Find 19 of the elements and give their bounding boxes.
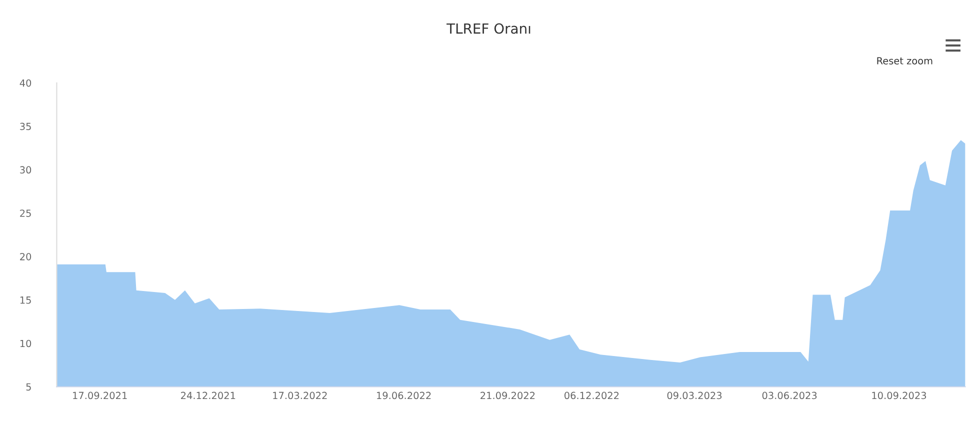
- chart-title: TLREF Oranı: [446, 23, 530, 34]
- y-tick-label: 35: [20, 122, 31, 130]
- x-tick-label: 10.09.2023: [872, 392, 926, 400]
- x-tick-label: 21.09.2022: [480, 392, 535, 400]
- y-tick-label: 15: [20, 296, 31, 304]
- y-tick-label: 5: [26, 383, 31, 391]
- y-tick-label: 25: [20, 210, 31, 217]
- x-tick-label: 17.09.2021: [73, 392, 127, 400]
- y-tick-label: 30: [20, 166, 32, 174]
- y-tick-label: 20: [20, 252, 32, 260]
- x-tick-label: 06.12.2022: [564, 392, 619, 400]
- x-tick-label: 09.03.2023: [667, 392, 722, 400]
- x-tick-label: 03.06.2023: [762, 392, 817, 400]
- x-tick-label: 17.03.2022: [273, 392, 327, 400]
- x-tick-label: 19.06.2022: [377, 392, 431, 400]
- text: Reset zoom: [877, 57, 932, 64]
- y-tick-label: 10: [20, 340, 32, 348]
- y-tick-label: 40: [20, 79, 32, 87]
- x-tick-label: 24.12.2021: [181, 392, 236, 400]
